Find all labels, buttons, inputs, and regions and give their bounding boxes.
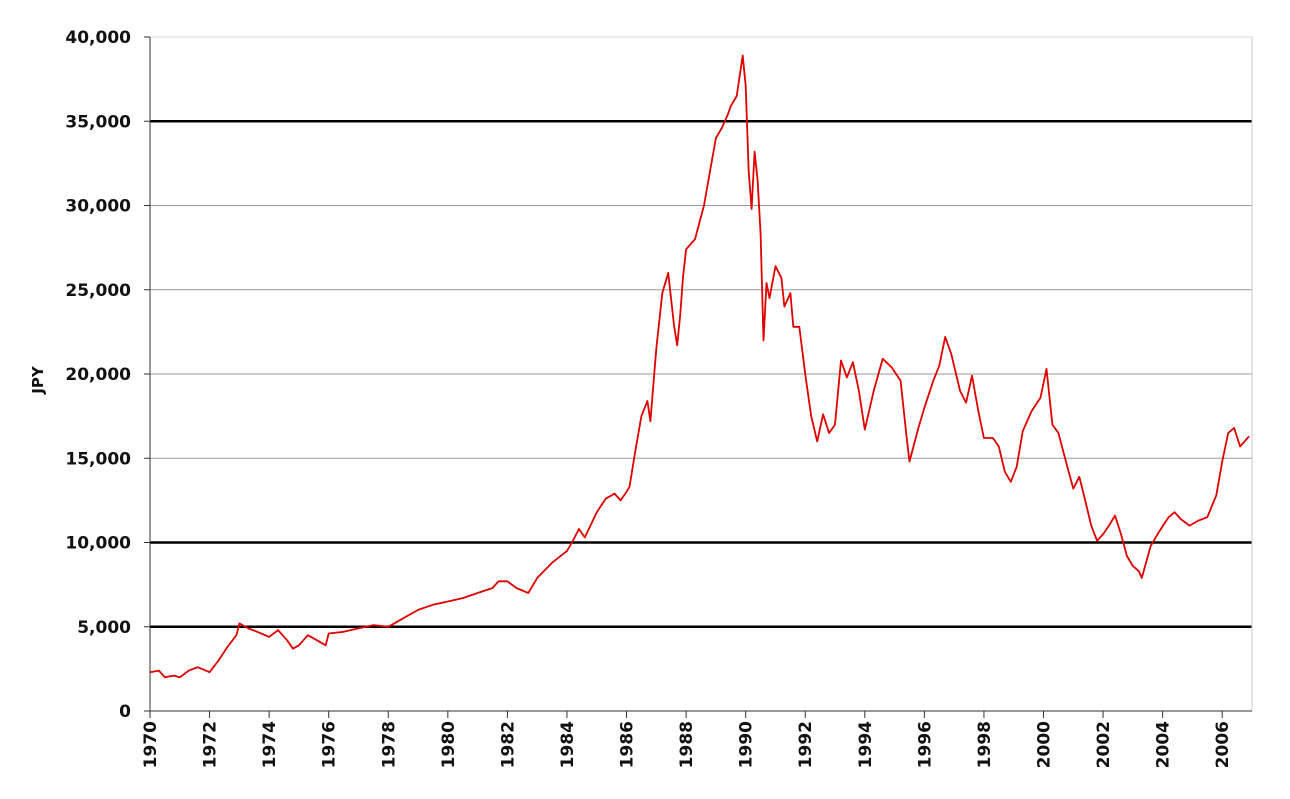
x-tick-label-1994: 1994: [856, 721, 876, 768]
x-tick-label-1998: 1998: [975, 721, 995, 768]
x-tick-label-2006: 2006: [1213, 721, 1233, 768]
x-tick-label-2002: 2002: [1094, 721, 1114, 768]
x-tick-label-1984: 1984: [558, 721, 578, 768]
x-tick-label-1982: 1982: [498, 721, 518, 768]
y-tick-label-15000: 15,000: [65, 449, 131, 469]
x-tick-label-1990: 1990: [737, 721, 757, 768]
y-tick-label-5000: 5,000: [77, 618, 131, 638]
x-tick-label-1970: 1970: [141, 721, 161, 768]
x-axis-ticks: 1970 1972 1974 1976 1978 1980 1982 1984 1986 1988…: [141, 711, 1233, 768]
y-axis-ticks: 0 5,000 10,000 15,000 20,000 25,000 30,000 35,0…: [65, 28, 150, 722]
x-tick-label-1976: 1976: [320, 721, 340, 768]
y-axis-label: JPY: [29, 365, 47, 395]
series-line-0: [149, 54, 1250, 679]
x-tick-label-1972: 1972: [201, 721, 221, 768]
x-tick-label-1978: 1978: [379, 721, 399, 768]
series-group: [149, 54, 1250, 679]
y-tick-label-20000: 20,000: [65, 365, 131, 385]
y-tick-label-10000: 10,000: [65, 534, 131, 554]
x-tick-label-1974: 1974: [260, 721, 280, 768]
x-tick-label-1986: 1986: [618, 721, 638, 768]
y-tick-label-30000: 30,000: [65, 197, 131, 217]
x-tick-label-2004: 2004: [1154, 721, 1174, 768]
x-tick-label-1988: 1988: [677, 721, 697, 768]
x-tick-label-1996: 1996: [915, 721, 935, 768]
x-tick-label-1992: 1992: [796, 721, 816, 768]
y-tick-label-40000: 40,000: [65, 28, 131, 48]
y-tick-label-25000: 25,000: [65, 281, 131, 301]
x-tick-label-1980: 1980: [439, 721, 459, 768]
x-tick-label-2000: 2000: [1035, 721, 1055, 768]
gridlines: [150, 36, 1252, 628]
y-tick-label-35000: 35,000: [65, 112, 131, 132]
y-tick-label-0: 0: [119, 702, 131, 722]
